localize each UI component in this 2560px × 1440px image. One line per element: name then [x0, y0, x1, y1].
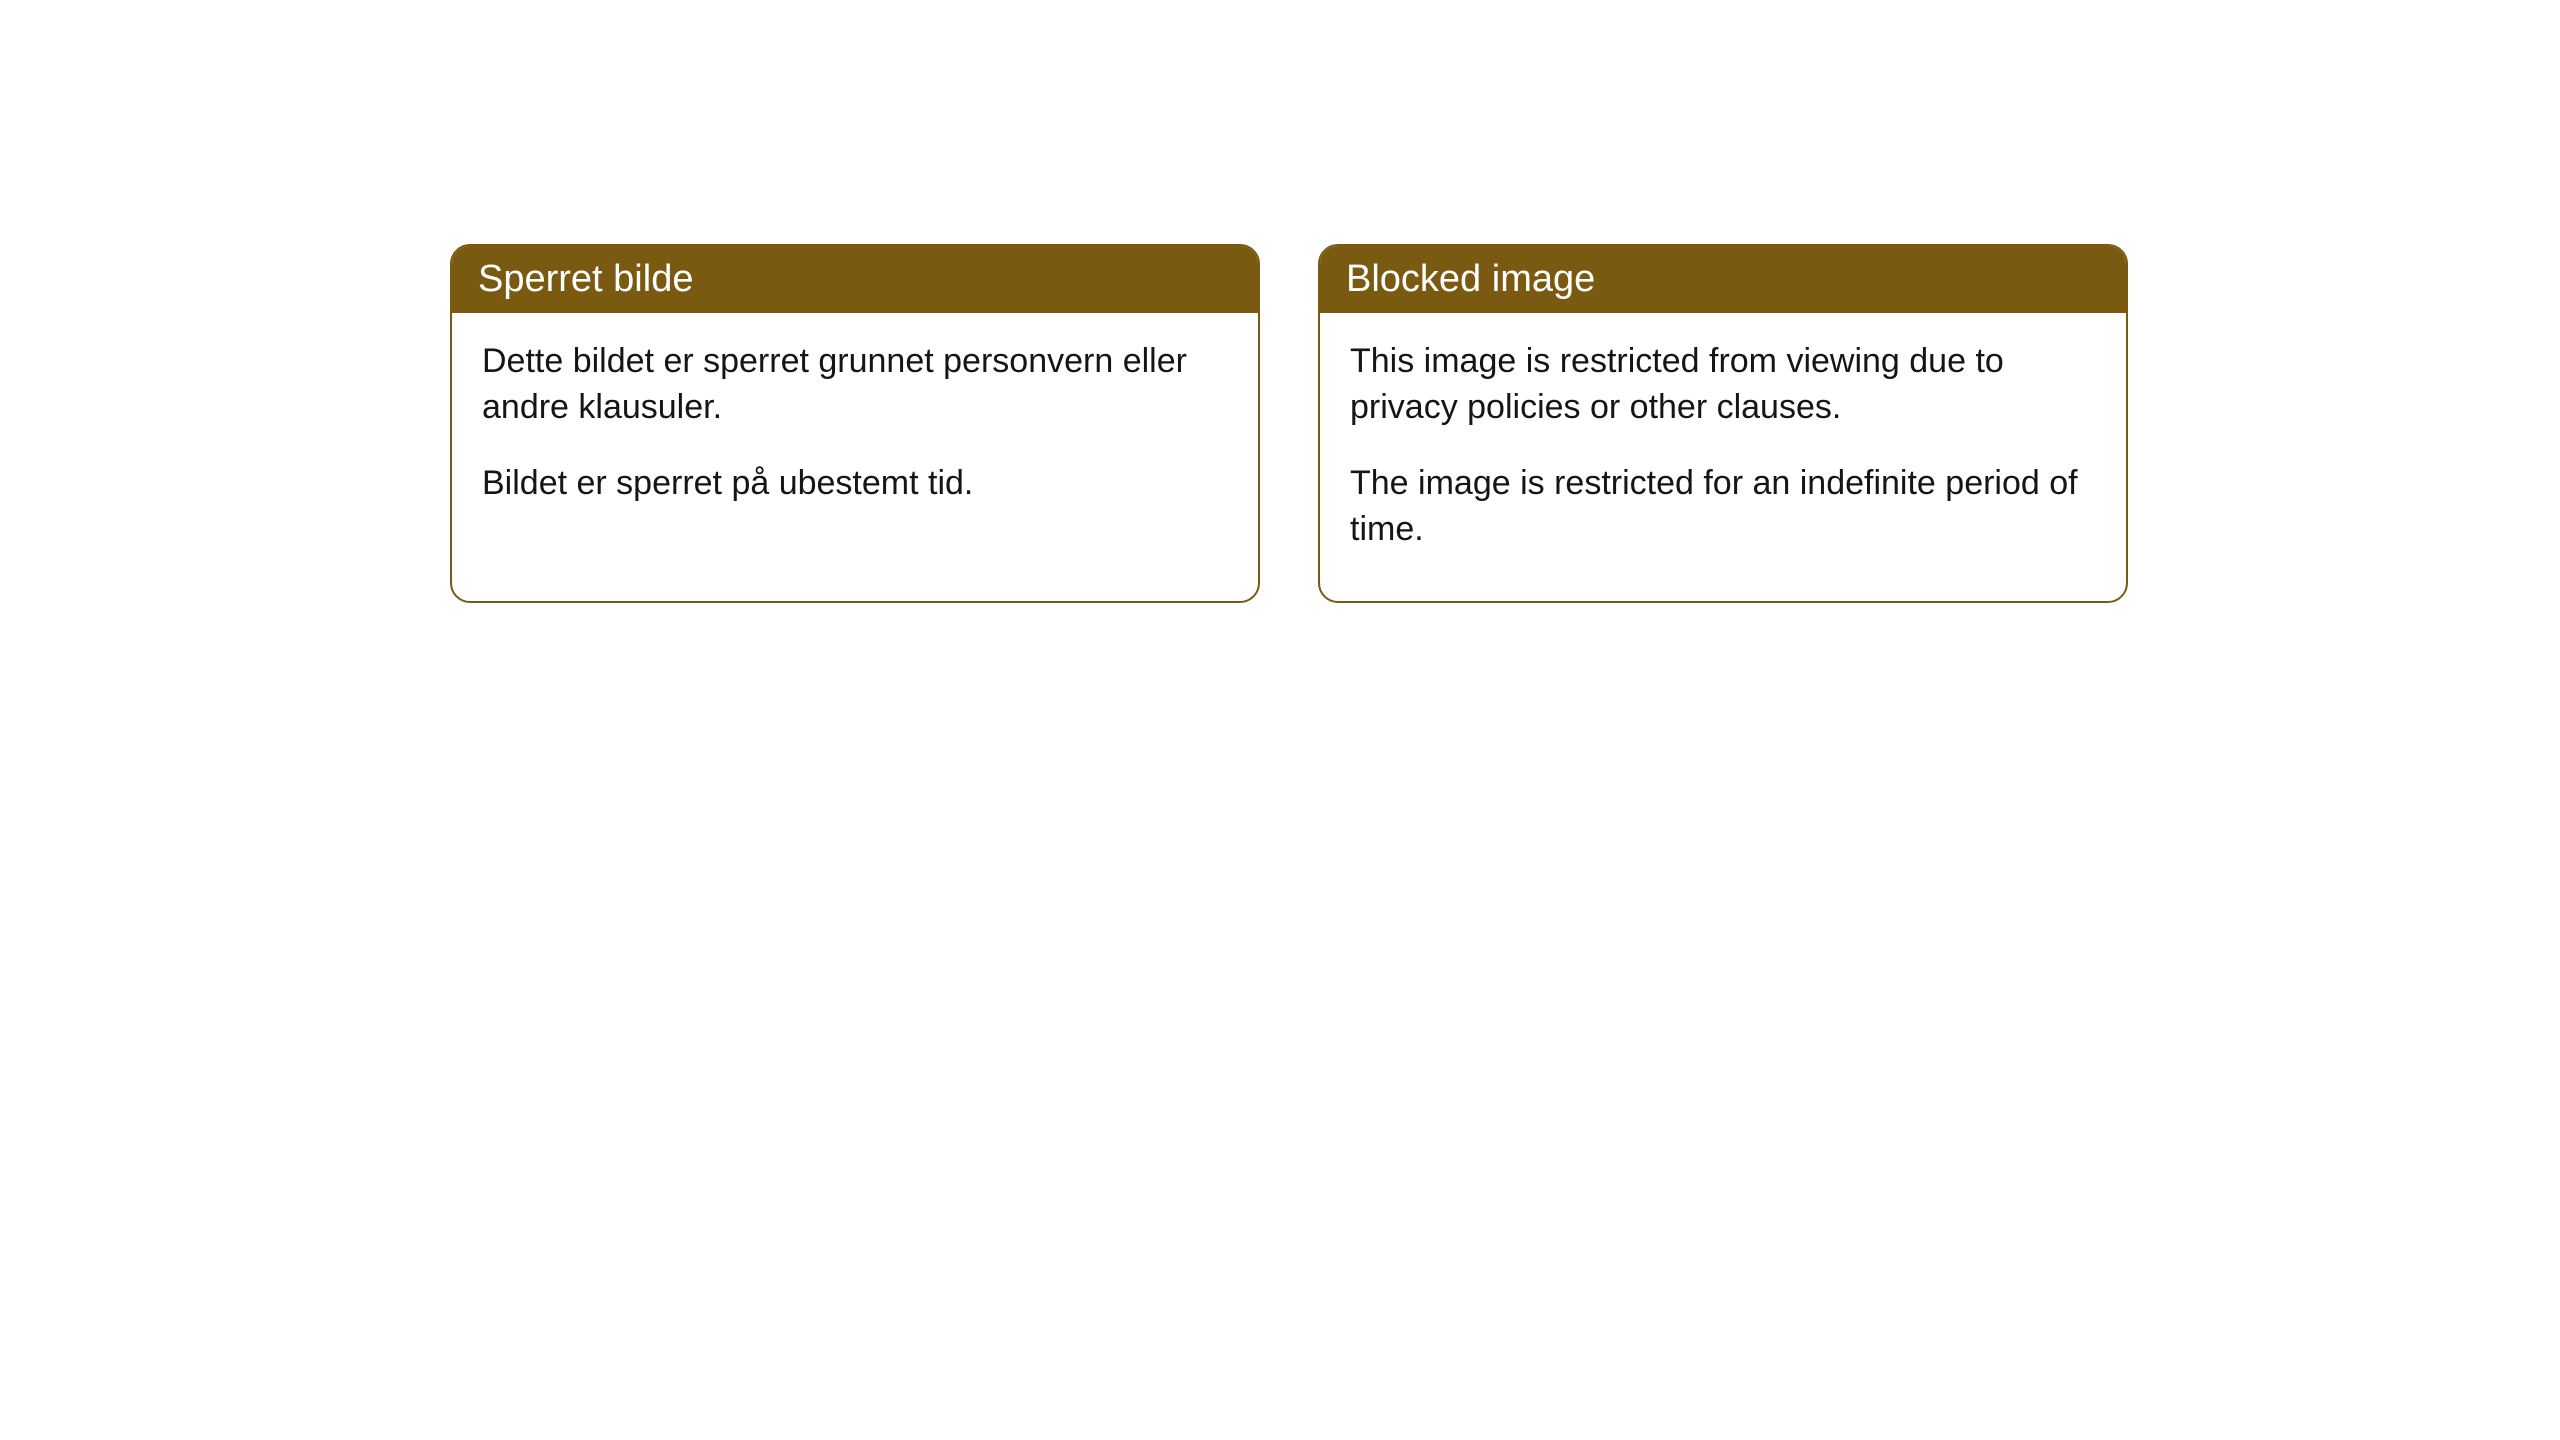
card-para2-norwegian: Bildet er sperret på ubestemt tid. [482, 461, 1228, 507]
card-body-english: This image is restricted from viewing du… [1320, 313, 2126, 601]
info-cards-container: Sperret bilde Dette bildet er sperret gr… [450, 244, 2128, 603]
card-para1-norwegian: Dette bildet er sperret grunnet personve… [482, 339, 1228, 431]
card-para1-english: This image is restricted from viewing du… [1350, 339, 2096, 431]
card-title-norwegian: Sperret bilde [478, 258, 693, 300]
card-body-norwegian: Dette bildet er sperret grunnet personve… [452, 313, 1258, 555]
card-english: Blocked image This image is restricted f… [1318, 244, 2128, 603]
card-header-english: Blocked image [1320, 246, 2126, 313]
card-title-english: Blocked image [1346, 258, 1595, 300]
card-norwegian: Sperret bilde Dette bildet er sperret gr… [450, 244, 1260, 603]
card-header-norwegian: Sperret bilde [452, 246, 1258, 313]
card-para2-english: The image is restricted for an indefinit… [1350, 461, 2096, 553]
